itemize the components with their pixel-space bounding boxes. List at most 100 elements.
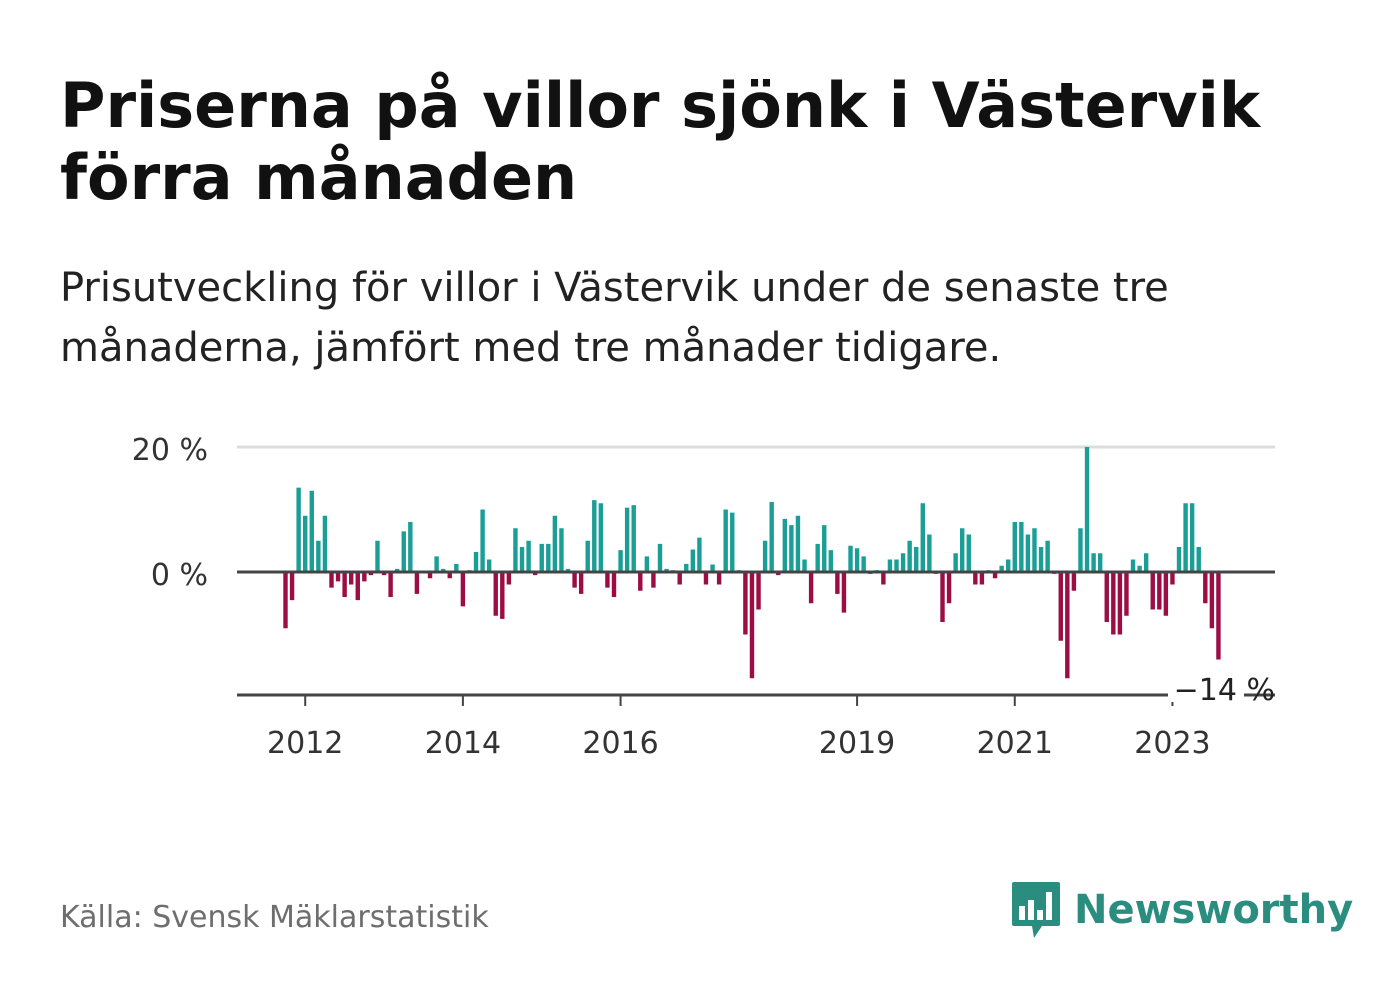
bar: [914, 547, 919, 572]
bar: [769, 502, 774, 572]
bar-chart-speech-bubble-icon: [1012, 882, 1060, 938]
bar: [440, 568, 446, 573]
bar: [1117, 572, 1123, 635]
bar: [657, 543, 663, 573]
bar: [342, 572, 347, 597]
bar: [795, 515, 801, 572]
bar: [940, 572, 945, 622]
bar: [1006, 559, 1011, 572]
bar: [486, 559, 492, 572]
bar: [1137, 565, 1142, 572]
bar: [454, 563, 459, 573]
x-tick-label: 2023: [1134, 726, 1210, 761]
bar: [513, 528, 518, 572]
bar: [782, 518, 788, 573]
bar: [559, 528, 564, 572]
bar: [960, 528, 965, 572]
bar: [697, 537, 702, 573]
bar: [1157, 572, 1162, 610]
bar: [289, 572, 295, 601]
bar: [552, 515, 558, 572]
bar: [618, 550, 623, 573]
bar: [519, 547, 525, 572]
bar: [1196, 547, 1201, 572]
bar: [1124, 572, 1129, 616]
last-value-label: −14 %: [1174, 673, 1275, 708]
bar: [283, 572, 288, 629]
y-tick-label-zero: 0 %: [151, 558, 208, 593]
bar: [1163, 572, 1169, 616]
bar: [500, 572, 505, 619]
bar: [447, 572, 452, 579]
bar: [1170, 572, 1175, 585]
bar: [414, 572, 420, 594]
bar: [309, 490, 314, 572]
bar: [1032, 528, 1037, 572]
bar: [946, 572, 952, 604]
bar: [756, 572, 761, 610]
bar: [1019, 522, 1024, 572]
source-note: Källa: Svensk Mäklarstatistik: [60, 900, 489, 935]
bar: [296, 487, 301, 573]
bar: [1058, 572, 1063, 641]
bar: [953, 553, 958, 572]
bar: [375, 540, 380, 572]
bar: [1203, 572, 1208, 604]
bar: [546, 543, 551, 573]
brand-name: Newsworthy: [1074, 887, 1354, 933]
bar: [684, 563, 689, 573]
bar: [1150, 572, 1155, 610]
bar: [480, 509, 485, 572]
bar: [631, 505, 636, 573]
x-tick-label: 2019: [819, 726, 895, 761]
bar: [749, 572, 755, 679]
bar: [1084, 447, 1090, 572]
bar: [592, 500, 597, 573]
bar: [907, 540, 912, 572]
bar: [716, 572, 722, 585]
bar: [1104, 572, 1109, 622]
bar: [887, 559, 893, 572]
bar: [565, 568, 571, 573]
bar: [394, 568, 400, 573]
bar: [427, 572, 433, 579]
bar: [848, 545, 853, 572]
bar: [335, 572, 341, 582]
bar: [585, 540, 590, 572]
bar: [822, 525, 827, 573]
bar: [973, 572, 978, 585]
bar: [815, 543, 820, 573]
bar: [1038, 547, 1044, 572]
bar: [920, 503, 925, 572]
bar: [1111, 572, 1116, 635]
bar: [992, 572, 998, 579]
bar: [526, 540, 531, 572]
bar: [776, 572, 781, 576]
bar: [1091, 553, 1096, 572]
bar: [1183, 503, 1188, 572]
bar: [802, 559, 807, 572]
bar: [316, 540, 321, 572]
bar: [388, 572, 393, 597]
bar: [664, 568, 669, 573]
x-tick-label: 2014: [425, 726, 501, 761]
bar: [1097, 553, 1103, 572]
bar: [1065, 572, 1070, 679]
bar: [493, 572, 498, 616]
brand-logo: Newsworthy: [1010, 880, 1353, 940]
bar: [401, 531, 406, 573]
bar: [611, 572, 617, 597]
bar: [677, 572, 682, 585]
bar: [473, 552, 479, 572]
x-tick-label: 2016: [582, 726, 658, 761]
bar: [854, 548, 860, 572]
bar: [1209, 572, 1215, 629]
bar: [644, 556, 650, 573]
bar: [835, 572, 840, 594]
bar: [638, 572, 643, 591]
bar: [539, 543, 544, 573]
bar: [900, 553, 906, 572]
bar: [789, 525, 794, 573]
bar: [1071, 572, 1077, 591]
bar: [460, 572, 466, 607]
